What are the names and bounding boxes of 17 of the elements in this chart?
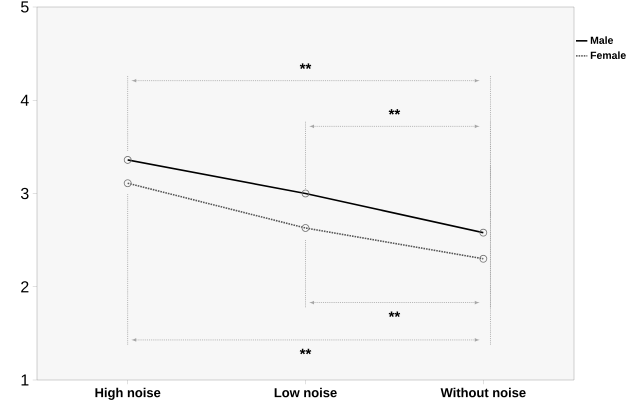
y-tick-label: 5 xyxy=(21,1,29,13)
point xyxy=(479,254,488,263)
legend-label: Female xyxy=(590,51,626,60)
annotation: ** xyxy=(300,63,312,69)
y-tick-label: 2 xyxy=(21,281,28,292)
y-tick-label: 4 xyxy=(20,94,29,106)
annotation: ** xyxy=(388,311,400,318)
x-tick-label: Low noise xyxy=(274,388,337,398)
point xyxy=(124,179,132,188)
point xyxy=(302,224,310,232)
annotation: ** xyxy=(300,348,312,354)
legend-label: Male xyxy=(590,36,614,44)
x-tick-label: High noise xyxy=(95,388,160,400)
y-tick-label: 1 xyxy=(22,374,28,386)
annotation: ** xyxy=(388,109,400,115)
x-tick-label: Without noise xyxy=(440,388,526,398)
y-tick-label: 3 xyxy=(20,188,29,200)
